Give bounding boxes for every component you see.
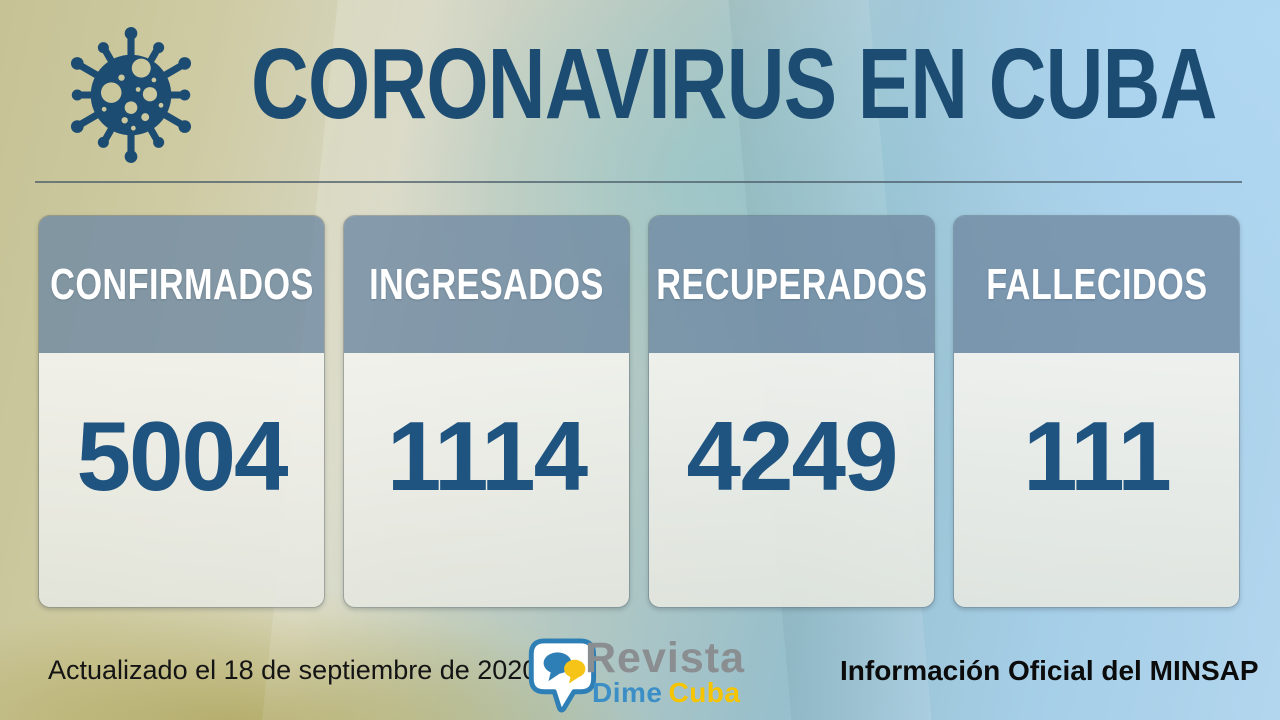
logo-dimecuba-text: Dime Cuba: [592, 677, 740, 709]
stat-card-body: 4249: [649, 353, 934, 607]
updated-date-text: Actualizado el 18 de septiembre de 2020: [48, 655, 538, 685]
virus-icon: [70, 27, 192, 163]
title-divider: [35, 181, 1242, 183]
stat-card-header: INGRESADOS: [344, 216, 629, 353]
logo-cuba-word: Cuba: [668, 677, 741, 708]
stat-label: CONFIRMADOS: [49, 259, 314, 309]
stat-value: 1114: [386, 400, 588, 511]
stat-card-ingresados: INGRESADOS 1114: [343, 215, 630, 608]
speech-bubbles-icon: [528, 638, 597, 713]
stat-card-body: 5004: [39, 353, 324, 607]
page-title: CORONAVIRUS EN CUBA: [251, 28, 1217, 140]
stat-card-header: CONFIRMADOS: [39, 216, 324, 353]
stat-card-header: RECUPERADOS: [649, 216, 934, 353]
logo-revista-text: Revista: [585, 634, 745, 682]
stat-card-body: 111: [954, 353, 1239, 607]
logo-dime-word: Dime: [592, 677, 663, 708]
stat-card-body: 1114: [344, 353, 629, 607]
stat-value: 111: [1023, 400, 1172, 511]
stats-row: CONFIRMADOS 5004 INGRESADOS 1114 RECUPER…: [38, 215, 1240, 608]
stat-card-header: FALLECIDOS: [954, 216, 1239, 353]
stat-label: FALLECIDOS: [985, 259, 1208, 309]
stat-value: 4249: [686, 400, 898, 511]
official-source-text: Información Oficial del MINSAP: [840, 655, 1259, 686]
revista-dimecuba-logo: Revista Dime Cuba: [528, 628, 768, 714]
stat-label: INGRESADOS: [369, 259, 604, 309]
stat-card-fallecidos: FALLECIDOS 111: [953, 215, 1240, 608]
stat-card-recuperados: RECUPERADOS 4249: [648, 215, 935, 608]
stat-value: 5004: [76, 400, 288, 511]
stat-label: RECUPERADOS: [655, 259, 928, 309]
stat-card-confirmados: CONFIRMADOS 5004: [38, 215, 325, 608]
